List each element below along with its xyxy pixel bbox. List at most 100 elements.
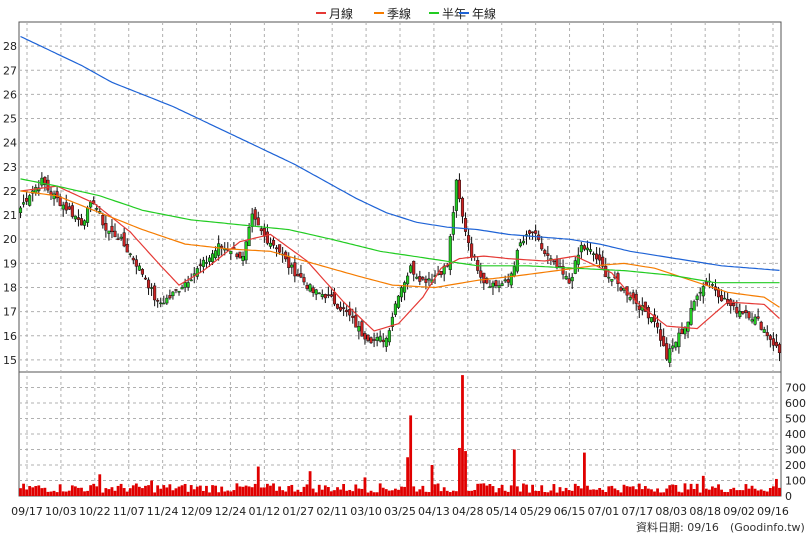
volume-bar xyxy=(430,465,434,496)
candle-body xyxy=(214,250,218,258)
volume-bar xyxy=(119,483,123,496)
candle-body xyxy=(89,201,93,208)
volume-bar xyxy=(650,489,653,496)
volume-bar xyxy=(323,485,327,496)
candle-body xyxy=(521,240,525,244)
candle-body xyxy=(317,292,321,295)
price-tick-label: 24 xyxy=(3,137,17,150)
candle-body xyxy=(750,319,754,322)
candle-body xyxy=(628,297,632,300)
volume-bar xyxy=(83,491,86,496)
volume-bar xyxy=(607,486,611,496)
candle-body xyxy=(366,334,370,341)
candle-body xyxy=(582,245,586,250)
candle-body xyxy=(134,259,138,267)
candle-body xyxy=(271,240,276,246)
candle-body xyxy=(439,271,443,276)
legend-label: 年線 xyxy=(472,6,496,21)
volume-bar xyxy=(567,490,571,496)
candle-body xyxy=(777,344,782,354)
candle-body xyxy=(518,242,522,247)
candle-body xyxy=(256,217,260,226)
candle-body xyxy=(576,254,580,265)
candle-body xyxy=(698,291,702,294)
candle-body xyxy=(159,302,163,305)
x-tick-label: 05/14 xyxy=(486,505,518,518)
candle-body xyxy=(467,235,471,244)
volume-bar xyxy=(762,490,766,496)
candle-body xyxy=(308,284,312,292)
candle-body xyxy=(146,279,151,289)
candle-body xyxy=(768,335,772,340)
candle-body xyxy=(171,291,175,297)
volume-bar xyxy=(202,490,205,496)
volume-bar xyxy=(570,490,574,496)
volume-bar xyxy=(43,487,47,496)
volume-bar xyxy=(451,490,455,496)
volume-bar xyxy=(122,488,126,496)
volume-bar xyxy=(235,483,239,496)
volume-bar xyxy=(345,490,349,496)
candle-body xyxy=(217,243,221,256)
x-tick-label: 03/10 xyxy=(350,505,382,518)
volume-bar xyxy=(156,485,160,496)
candle-body xyxy=(637,305,641,310)
candle-body xyxy=(64,202,68,211)
volume-bar xyxy=(259,487,263,496)
volume-bar xyxy=(333,490,336,496)
volume-bar xyxy=(598,488,602,496)
volume-bar xyxy=(293,491,297,496)
candle-body xyxy=(732,302,736,307)
x-tick-label: 10/03 xyxy=(45,505,77,518)
volume-bar xyxy=(704,488,708,496)
volume-bar xyxy=(25,489,29,496)
volume-bar xyxy=(351,491,355,496)
volume-bar xyxy=(735,490,739,496)
x-tick-label: 04/28 xyxy=(452,505,484,518)
candle-body xyxy=(339,306,343,311)
volume-bar xyxy=(159,488,163,496)
volume-bar xyxy=(101,492,105,496)
candle-body xyxy=(348,309,352,316)
volume-bar xyxy=(439,491,443,496)
source-label: (Goodinfo.tw) xyxy=(730,521,805,534)
candle-body xyxy=(305,285,309,289)
price-tick-label: 18 xyxy=(3,282,17,295)
x-tick-label: 08/03 xyxy=(655,505,687,518)
candle-body xyxy=(107,230,111,234)
volume-bar xyxy=(320,489,324,496)
volume-bar xyxy=(665,488,669,496)
volume-bar xyxy=(689,483,693,496)
volume-bar xyxy=(479,483,483,496)
candle-body xyxy=(186,282,190,288)
volume-bar xyxy=(281,490,285,496)
volume-bar xyxy=(125,491,129,496)
candle-body xyxy=(381,339,385,343)
candle-body xyxy=(555,259,559,269)
candle-body xyxy=(527,230,532,234)
volume-bar xyxy=(662,492,666,496)
candle-body xyxy=(43,177,47,185)
candle-body xyxy=(229,250,233,255)
candle-body xyxy=(610,279,614,282)
volume-bar xyxy=(317,484,321,496)
candle-body xyxy=(86,207,90,223)
volume-bar xyxy=(299,491,303,496)
candle-body xyxy=(125,243,129,253)
candle-body xyxy=(174,289,178,291)
volume-bar xyxy=(586,485,589,496)
volume-bar xyxy=(573,483,577,496)
price-tick-label: 17 xyxy=(3,306,17,319)
legend-label: 季線 xyxy=(387,6,411,21)
candle-body xyxy=(427,278,431,281)
candle-body xyxy=(82,220,87,226)
volume-bar xyxy=(485,485,489,496)
candle-body xyxy=(67,206,71,210)
volume-bar xyxy=(77,487,80,496)
volume-bar xyxy=(494,492,498,496)
volume-bars xyxy=(19,375,781,496)
candle-body xyxy=(40,177,44,186)
volume-bar xyxy=(729,489,733,496)
volume-bar xyxy=(683,483,687,496)
candle-body xyxy=(143,277,148,280)
